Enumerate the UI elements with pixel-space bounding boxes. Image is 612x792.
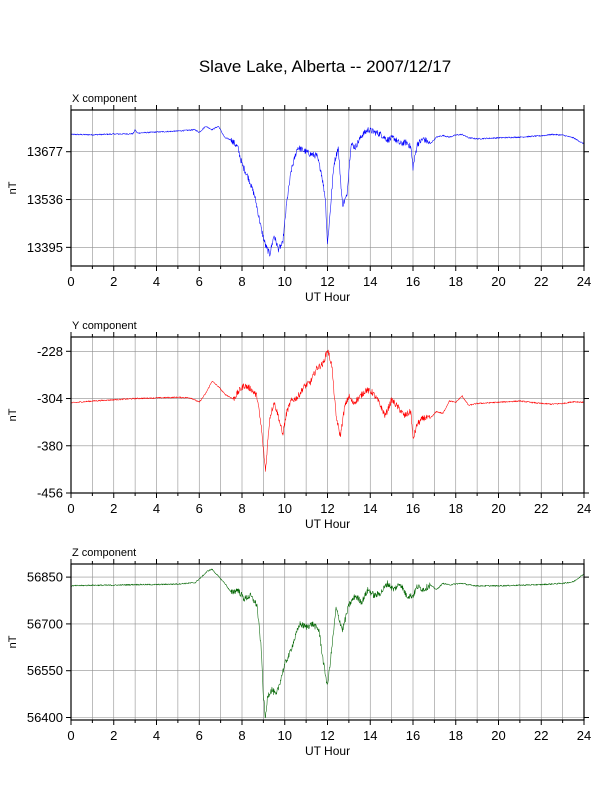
x-tick-label: 20 [491, 274, 505, 289]
y-tick-label: 56700 [27, 616, 63, 631]
y-tick-label: 13677 [27, 144, 63, 159]
x-tick-label: 6 [196, 501, 203, 516]
x-tick-label: 10 [278, 501, 292, 516]
z-component-title: Z component [72, 547, 136, 559]
x-tick-label: 24 [577, 728, 591, 743]
x-tick-label: 16 [406, 274, 420, 289]
x-tick-label: 20 [491, 728, 505, 743]
x-tick-label: 12 [320, 501, 334, 516]
x-tick-label: 4 [153, 274, 160, 289]
y-tick-label: 56400 [27, 710, 63, 725]
x-tick-label: 24 [577, 501, 591, 516]
x-tick-label: 8 [238, 728, 245, 743]
y-tick-label: 13536 [27, 192, 63, 207]
z-component-panel: 0 2 4 6 8 10 12 14 16 18 20 22 245640056550567005685… [7, 547, 591, 758]
y-component-title: Y component [72, 320, 137, 332]
z-component-series-line [70, 568, 585, 719]
y-tick-label: -456 [37, 486, 63, 501]
y-tick-label: -304 [37, 391, 63, 406]
page-title: Slave Lake, Alberta -- 2007/12/17 [198, 57, 452, 76]
x-tick-label: 0 [67, 728, 74, 743]
x-tick-label: 16 [406, 501, 420, 516]
x-tick-label: 10 [278, 274, 292, 289]
x-axis-label: UT Hour [305, 744, 350, 758]
x-tick-label: 14 [363, 728, 377, 743]
x-axis-label: UT Hour [305, 517, 350, 531]
x-tick-label: 18 [449, 274, 463, 289]
x-tick-label: 6 [196, 274, 203, 289]
y-axis-label: nT [7, 181, 19, 194]
y-tick-label: 13395 [27, 240, 63, 255]
x-tick-label: 0 [67, 501, 74, 516]
x-tick-label: 2 [110, 501, 117, 516]
x-tick-label: 14 [363, 274, 377, 289]
x-tick-label: 4 [153, 501, 160, 516]
x-component-series-line [70, 126, 585, 257]
y-tick-label: 56550 [27, 663, 63, 678]
x-tick-label: 14 [363, 501, 377, 516]
y-tick-label: 56850 [27, 570, 63, 585]
x-component-title: X component [72, 93, 137, 105]
x-tick-label: 22 [534, 274, 548, 289]
y-axis-label: nT [7, 408, 19, 421]
y-component-series-line [70, 349, 585, 472]
x-tick-label: 8 [238, 501, 245, 516]
x-tick-label: 12 [320, 728, 334, 743]
x-tick-label: 2 [110, 728, 117, 743]
x-tick-label: 6 [196, 728, 203, 743]
x-tick-label: 18 [449, 728, 463, 743]
x-tick-label: 2 [110, 274, 117, 289]
x-tick-label: 12 [320, 274, 334, 289]
y-axis-label: nT [7, 635, 19, 648]
x-tick-label: 22 [534, 728, 548, 743]
x-tick-label: 22 [534, 501, 548, 516]
x-tick-label: 16 [406, 728, 420, 743]
y-tick-label: -380 [37, 438, 63, 453]
y-tick-label: -228 [37, 344, 63, 359]
x-tick-label: 24 [577, 274, 591, 289]
x-tick-label: 0 [67, 274, 74, 289]
x-tick-label: 4 [153, 728, 160, 743]
x-tick-label: 8 [238, 274, 245, 289]
x-tick-label: 20 [491, 501, 505, 516]
x-tick-label: 18 [449, 501, 463, 516]
x-axis-label: UT Hour [305, 290, 350, 304]
x-tick-label: 10 [278, 728, 292, 743]
